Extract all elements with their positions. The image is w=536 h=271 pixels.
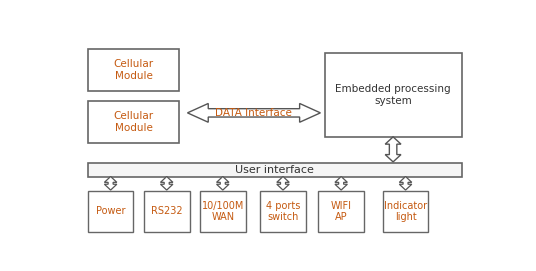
Polygon shape: [385, 137, 401, 162]
Text: Cellular
Module: Cellular Module: [114, 111, 153, 133]
Text: Indicator
light: Indicator light: [384, 201, 427, 222]
Text: RS232: RS232: [151, 207, 183, 217]
Text: DATA Interface: DATA Interface: [215, 108, 292, 118]
Polygon shape: [217, 176, 229, 190]
Text: User interface: User interface: [235, 165, 314, 175]
Bar: [260, 191, 306, 232]
Bar: [88, 191, 133, 232]
Polygon shape: [277, 176, 289, 190]
Bar: [383, 191, 428, 232]
Text: Power: Power: [96, 207, 125, 217]
Polygon shape: [399, 176, 412, 190]
Text: WIFI
AP: WIFI AP: [331, 201, 352, 222]
Bar: [88, 49, 179, 91]
Text: Embedded processing
system: Embedded processing system: [336, 84, 451, 106]
Bar: [144, 191, 190, 232]
Bar: [325, 53, 461, 137]
Bar: [200, 191, 245, 232]
Text: 10/100M
WAN: 10/100M WAN: [202, 201, 244, 222]
Polygon shape: [160, 176, 173, 190]
Bar: [88, 101, 179, 143]
Bar: [88, 163, 461, 176]
Polygon shape: [335, 176, 347, 190]
Polygon shape: [105, 176, 117, 190]
Text: 4 ports
switch: 4 ports switch: [266, 201, 300, 222]
Bar: [318, 191, 364, 232]
Polygon shape: [188, 104, 321, 122]
Text: Cellular
Module: Cellular Module: [114, 59, 153, 81]
